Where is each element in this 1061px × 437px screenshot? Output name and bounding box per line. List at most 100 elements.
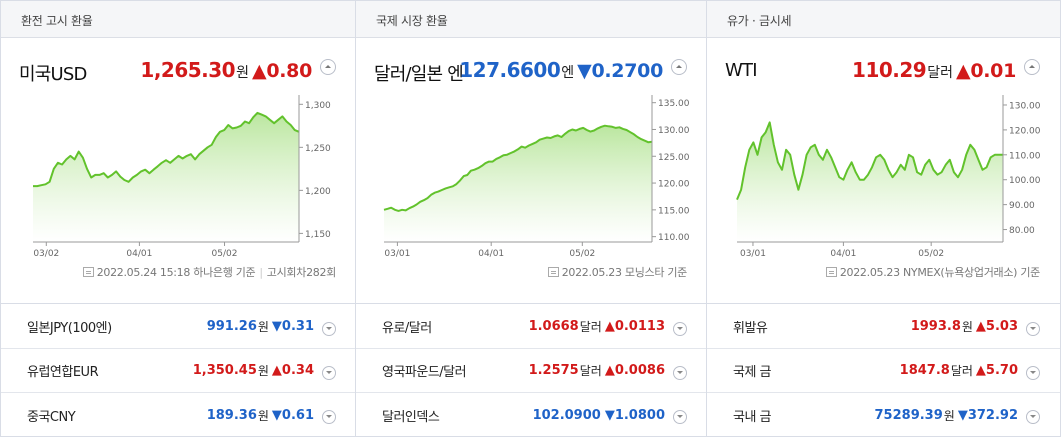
chart-area xyxy=(384,125,652,242)
list-item[interactable]: 일본JPY(100엔) 991.26 원 ▼ 0.31 xyxy=(1,305,356,349)
expand-toggle-icon[interactable] xyxy=(322,410,336,424)
list-item[interactable]: 중국CNY 189.36 원 ▼ 0.61 xyxy=(1,393,356,437)
item-change: 0.34 xyxy=(281,363,314,378)
list-item[interactable]: 유럽연합EUR 1,350.45 원 ▲ 0.34 xyxy=(1,349,356,393)
expand-toggle-icon[interactable] xyxy=(1026,321,1040,336)
item-change: 0.61 xyxy=(281,407,314,423)
item-value: 1.0668 xyxy=(528,319,579,334)
x-tick-label: 03/01 xyxy=(384,249,410,259)
panel-international-fx: 국제 시장 환율 달러/일본 엔 127.6600 엔 ▼ 0.2700 135… xyxy=(355,0,707,437)
list-item[interactable]: 영국파운드/달러 1.2575 달러 ▲ 0.0086 xyxy=(356,349,707,393)
item-value-group: 1993.8 원 ▲ 5.03 xyxy=(911,318,1040,336)
x-tick-label: 03/01 xyxy=(740,249,766,259)
item-unit: 달러 xyxy=(579,320,602,334)
y-tick-label: 1,300 xyxy=(305,101,331,111)
item-arrow: ▼ xyxy=(957,407,968,423)
series-line xyxy=(33,111,300,188)
main-quote-arrow: ▲ xyxy=(956,60,971,82)
panel-header: 국제 시장 환율 xyxy=(356,1,707,38)
expand-toggle-icon[interactable] xyxy=(673,410,687,424)
item-change: 0.31 xyxy=(281,319,314,334)
series-line xyxy=(736,121,1003,200)
list-item[interactable]: 휘발유 1993.8 원 ▲ 5.03 xyxy=(707,305,1060,349)
document-icon xyxy=(547,267,559,277)
item-name: 영국파운드/달러 xyxy=(382,365,467,380)
item-unit: 달러 xyxy=(950,364,973,378)
list-item[interactable]: 국제 금 1847.8 달러 ▲ 5.70 xyxy=(707,349,1060,393)
y-tick-label: 1,150 xyxy=(305,230,331,240)
list-item[interactable]: 유로/달러 1.0668 달러 ▲ 0.0113 xyxy=(356,305,707,349)
expand-toggle-icon[interactable] xyxy=(673,321,687,336)
source-footer: 2022.05.24 15:18 하나은행 기준 | 고시회차282회 xyxy=(82,264,337,280)
item-unit: 원 xyxy=(257,408,269,423)
main-quote-value-group: 127.6600 엔 ▼ 0.2700 xyxy=(459,58,687,82)
list-item[interactable]: 국내 금 75289.39 원 ▼ 372.92 xyxy=(707,393,1060,437)
document-icon xyxy=(825,267,837,277)
expand-toggle-icon[interactable] xyxy=(322,321,336,336)
panel-exchange-notice: 환전 고시 환율 미국USD 1,265.30 원 ▲ 0.80 1,300 1,… xyxy=(0,0,356,437)
item-name: 달러인덱스 xyxy=(382,409,440,425)
x-tick-label: 05/02 xyxy=(212,249,238,259)
item-change: 5.70 xyxy=(985,363,1018,378)
item-name: 휘발유 xyxy=(733,321,768,336)
footer-date: 2022.05.23 모닝스타 기준 xyxy=(561,266,688,279)
item-value-group: 1.2575 달러 ▲ 0.0086 xyxy=(529,362,687,380)
usd-krw-chart: 1,300 1,250 1,200 1,150 03/02 04/01 05/02 xyxy=(33,95,331,259)
item-value-group: 1.0668 달러 ▲ 0.0113 xyxy=(528,318,687,336)
footer-divider: | xyxy=(259,265,263,279)
list-item[interactable]: 달러인덱스 102.0900 ▼ 1.0800 xyxy=(356,393,707,437)
expand-toggle-icon[interactable] xyxy=(1026,365,1040,380)
x-tick-label: 05/02 xyxy=(569,249,595,259)
collapse-toggle-icon[interactable] xyxy=(671,59,687,75)
main-quote[interactable]: 미국USD 1,265.30 원 ▲ 0.80 1,300 1,250 1,200 1… xyxy=(1,38,356,304)
chart-area xyxy=(33,112,299,243)
item-arrow: ▲ xyxy=(975,319,986,334)
item-arrow: ▼ xyxy=(271,407,282,423)
item-value: 75289.39 xyxy=(874,407,943,423)
item-value-group: 991.26 원 ▼ 0.31 xyxy=(207,318,336,336)
item-change: 0.0086 xyxy=(614,363,665,378)
item-arrow: ▲ xyxy=(604,363,615,378)
x-tick-label: 05/02 xyxy=(918,249,944,259)
main-quote-unit: 달러 xyxy=(927,65,953,81)
item-value: 1,350.45 xyxy=(192,363,257,378)
item-name: 국내 금 xyxy=(733,409,772,425)
document-icon xyxy=(82,267,94,277)
chart-area xyxy=(737,122,1003,242)
main-quote-unit: 엔 xyxy=(561,65,575,81)
usd-jpy-chart: 135.00 130.00 125.00 120.00 115.00 110.00 03/0… xyxy=(383,95,690,259)
item-value: 1847.8 xyxy=(899,363,950,378)
main-quote[interactable]: 달러/일본 엔 127.6600 엔 ▼ 0.2700 135.00 130.00… xyxy=(356,38,707,304)
item-unit: 달러 xyxy=(579,364,602,378)
source-footer: 2022.05.23 NYMEX(뉴욕상업거래소) 기준 xyxy=(825,264,1040,280)
item-name: 일본JPY(100엔) xyxy=(27,321,112,336)
main-quote-value-group: 110.29 달러 ▲ 0.01 xyxy=(852,58,1040,82)
item-unit: 원 xyxy=(257,364,269,378)
item-name: 중국CNY xyxy=(27,409,76,425)
expand-toggle-icon[interactable] xyxy=(322,365,336,380)
expand-toggle-icon[interactable] xyxy=(673,365,687,380)
x-tick-label: 04/01 xyxy=(830,249,856,259)
footer-extra: 고시회차282회 xyxy=(266,266,337,279)
collapse-toggle-icon[interactable] xyxy=(320,59,336,75)
item-value-group: 1847.8 달러 ▲ 5.70 xyxy=(899,362,1040,380)
item-name: 국제 금 xyxy=(733,365,772,380)
item-arrow: ▲ xyxy=(271,363,282,378)
main-quote-unit: 원 xyxy=(236,65,249,81)
panel-header: 유가 · 금시세 xyxy=(707,1,1060,38)
item-value-group: 189.36 원 ▼ 0.61 xyxy=(207,407,336,424)
panel-oil-gold: 유가 · 금시세 WTI 110.29 달러 ▲ 0.01 130.00 120.… xyxy=(706,0,1061,437)
footer-date: 2022.05.24 15:18 하나은행 기준 xyxy=(96,266,256,279)
item-arrow: ▲ xyxy=(604,319,615,334)
item-arrow: ▼ xyxy=(271,319,282,334)
item-change: 372.92 xyxy=(967,407,1018,423)
main-quote-arrow: ▼ xyxy=(577,60,592,82)
main-quote-value-group: 1,265.30 원 ▲ 0.80 xyxy=(140,58,336,82)
y-tick-label: 125.00 xyxy=(658,153,690,163)
item-value: 102.0900 xyxy=(532,407,601,423)
collapse-toggle-icon[interactable] xyxy=(1024,59,1040,75)
y-tick-label: 130.00 xyxy=(1009,101,1041,111)
main-quote[interactable]: WTI 110.29 달러 ▲ 0.01 130.00 120.00 110.00 1… xyxy=(707,38,1060,304)
y-tick-label: 135.00 xyxy=(658,99,690,109)
expand-toggle-icon[interactable] xyxy=(1026,410,1040,424)
